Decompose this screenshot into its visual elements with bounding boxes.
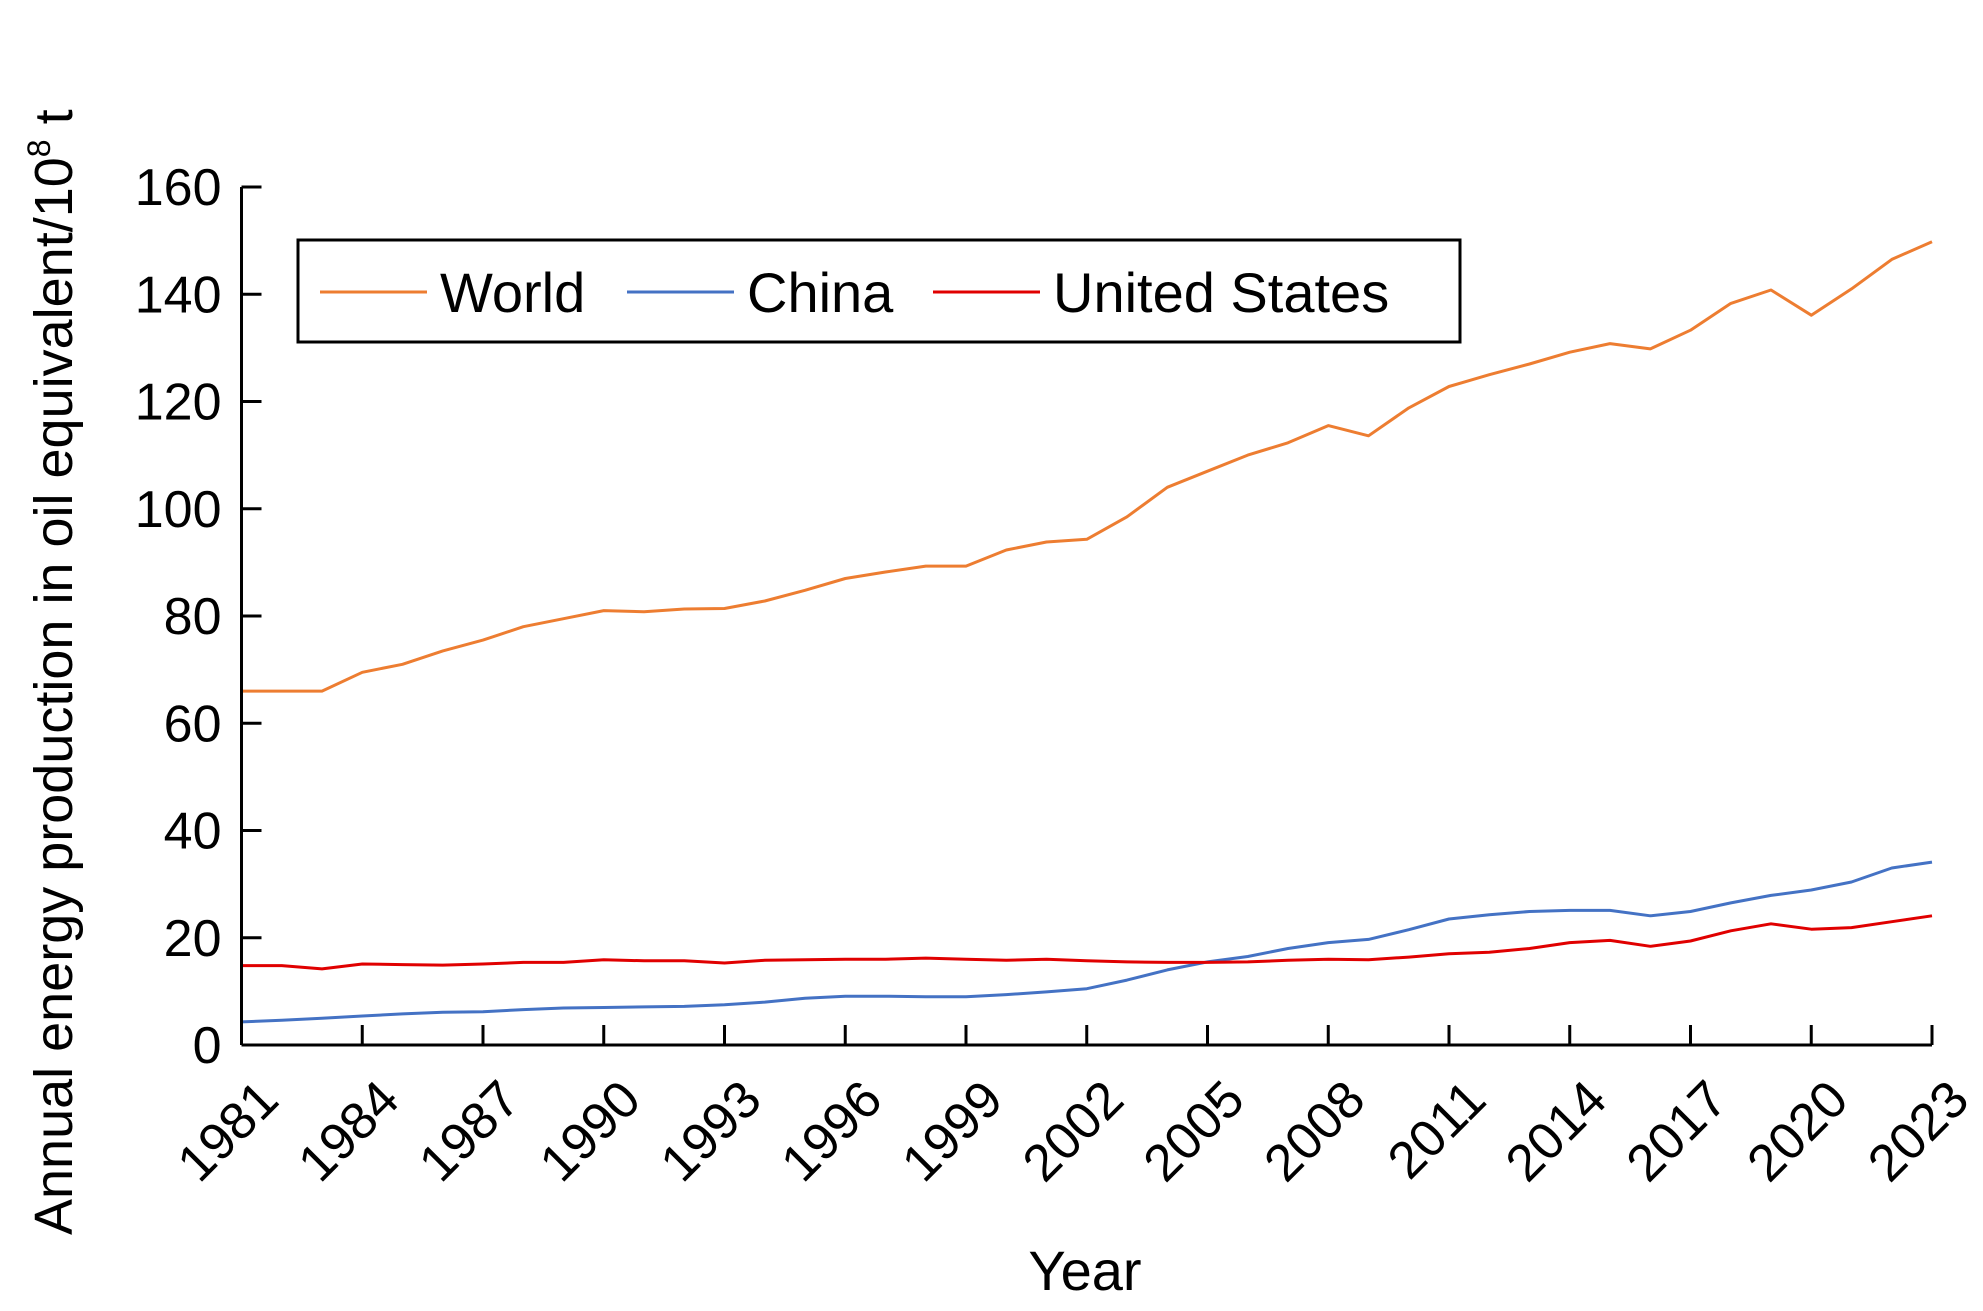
y-tick-label: 60 xyxy=(164,695,222,753)
y-tick-label: 80 xyxy=(164,588,222,646)
y-tick-label: 20 xyxy=(164,910,222,968)
y-axis-label-suffix: t xyxy=(24,109,84,139)
x-tick-label: 1984 xyxy=(287,1070,410,1193)
ticks: 0204060801001201401601981198419871990199… xyxy=(135,159,1980,1193)
x-tick-label: 2023 xyxy=(1857,1070,1980,1193)
legend-label: United States xyxy=(1053,261,1389,324)
series-line-united-states xyxy=(241,914,1933,971)
x-tick-label: 1981 xyxy=(167,1070,290,1193)
x-tick-label: 2008 xyxy=(1253,1070,1376,1193)
x-tick-label: 1999 xyxy=(891,1070,1014,1193)
x-tick-label: 2011 xyxy=(1377,1070,1497,1190)
y-axis-label: Annual energy production in oil equivale… xyxy=(21,109,84,1235)
y-axis-label-sup: 8 xyxy=(21,139,57,157)
y-tick-label: 140 xyxy=(135,266,222,324)
x-tick-label: 2020 xyxy=(1736,1070,1859,1193)
x-tick-label: 1990 xyxy=(529,1070,652,1193)
x-tick-label: 2017 xyxy=(1616,1070,1739,1193)
x-tick-label: 1993 xyxy=(650,1070,773,1193)
series-line-world xyxy=(241,240,1933,693)
x-axis-label: Year xyxy=(1028,1239,1141,1302)
series-line-china xyxy=(241,860,1933,1024)
legend: World China United States xyxy=(296,238,1462,344)
y-tick-label: 0 xyxy=(193,1017,222,1075)
legend-label: China xyxy=(747,261,894,324)
y-tick-label: 160 xyxy=(135,159,222,217)
x-tick-label: 1996 xyxy=(770,1070,893,1193)
x-tick-label: 2002 xyxy=(1012,1070,1135,1193)
x-tick-label: 2005 xyxy=(1133,1070,1256,1193)
legend-box xyxy=(296,238,1462,344)
y-tick-label: 120 xyxy=(135,374,222,432)
y-axis-label-main: Annual energy production in oil equivale… xyxy=(24,157,84,1235)
x-tick-label: 1987 xyxy=(408,1070,531,1193)
series-layer xyxy=(241,240,1933,1024)
y-tick-label: 40 xyxy=(164,803,222,861)
y-tick-label: 100 xyxy=(135,481,222,539)
x-tick-label: 2014 xyxy=(1495,1070,1618,1193)
legend-label: World xyxy=(440,261,585,324)
